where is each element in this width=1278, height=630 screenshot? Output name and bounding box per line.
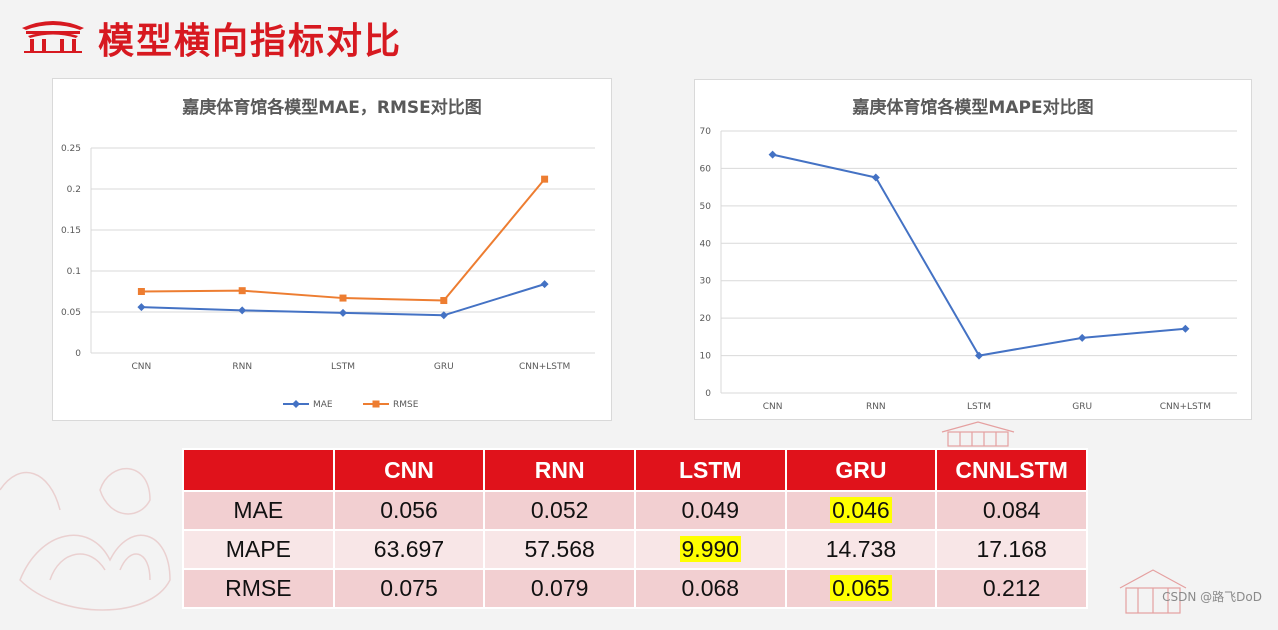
- data-point: [339, 294, 347, 302]
- x-tick-label: LSTM: [967, 402, 991, 412]
- building-decoration-icon: [941, 421, 1015, 447]
- chart-title: 嘉庚体育馆各模型MAE，RMSE对比图: [182, 98, 482, 118]
- y-tick-label: 0: [75, 349, 81, 359]
- table-row: MAE 0.056 0.052 0.049 0.046 0.084: [182, 490, 1088, 531]
- legend-marker: [372, 400, 380, 408]
- x-tick-label: CNN: [763, 402, 783, 412]
- pavilion-logo-icon: [22, 21, 84, 53]
- data-point: [871, 173, 880, 182]
- table-cell: 0.212: [935, 568, 1088, 609]
- table-cell: 57.568: [483, 529, 636, 570]
- x-tick-label: RNN: [232, 362, 252, 372]
- highlighted-value: 0.046: [830, 497, 892, 523]
- table-cell: 0.065: [784, 568, 938, 609]
- table-cell: 0.084: [935, 490, 1088, 531]
- y-tick-label: 0.25: [61, 144, 81, 154]
- data-point: [137, 303, 146, 312]
- table-cell: 17.168: [935, 529, 1088, 570]
- table-cell: 14.738: [784, 529, 938, 570]
- data-point: [1181, 324, 1190, 333]
- table-cell: 9.990: [633, 529, 787, 570]
- page-title: 模型横向指标对比: [98, 21, 403, 62]
- table-row: MAPE 63.697 57.568 9.990 14.738 17.168: [182, 529, 1088, 570]
- table-cell: 63.697: [332, 529, 486, 570]
- table-header-cell: [182, 448, 335, 492]
- y-tick-label: 50: [700, 202, 712, 212]
- data-point: [439, 311, 448, 320]
- table-cell: 0.046: [784, 490, 938, 531]
- series-line: [141, 178, 546, 302]
- x-tick-label: GRU: [434, 362, 454, 372]
- table-cell: 0.068: [633, 568, 787, 609]
- data-point: [137, 288, 145, 295]
- x-tick-label: CNN+LSTM: [1160, 402, 1211, 412]
- x-tick-label: CNN+LSTM: [519, 362, 570, 372]
- data-point: [238, 287, 246, 295]
- row-label: MAE: [182, 490, 335, 531]
- flower-decoration-icon: [0, 467, 171, 611]
- slide-header: 模型横向指标对比: [0, 0, 1278, 76]
- y-tick-label: 40: [700, 239, 712, 249]
- data-point: [540, 280, 549, 289]
- y-tick-label: 0.2: [67, 185, 81, 195]
- table-header-cell: RNN: [483, 448, 636, 492]
- legend-label: RMSE: [393, 400, 419, 410]
- y-tick-label: 0: [705, 389, 711, 399]
- mape-chart-panel: 嘉庚体育馆各模型MAPE对比图 0 10 20 30 40 50 60 70 CNN RNN LST…: [694, 79, 1252, 420]
- table-cell: 0.079: [483, 568, 636, 609]
- x-tick-label: LSTM: [331, 362, 355, 372]
- data-point: [541, 175, 549, 183]
- data-point: [440, 297, 448, 305]
- table-header-row: CNN RNN LSTM GRU CNNLSTM: [182, 448, 1088, 492]
- y-tick-label: 0.1: [67, 267, 81, 277]
- y-tick-label: 20: [700, 314, 712, 324]
- row-label: RMSE: [182, 568, 335, 609]
- y-tick-label: 60: [700, 164, 712, 174]
- mae-rmse-chart-panel: 嘉庚体育馆各模型MAE，RMSE对比图 0 0.05 0.1 0.15 0.2 0.25 C…: [52, 78, 612, 421]
- table-cell: 0.075: [332, 568, 486, 609]
- table-header-cell: GRU: [784, 448, 938, 492]
- series-line: [772, 153, 1186, 357]
- y-tick-label: 10: [700, 352, 712, 362]
- data-point: [238, 306, 247, 315]
- y-tick-label: 0.15: [61, 226, 81, 236]
- mape-line-chart: 0 10 20 30 40 50 60 70 CNN RNN LSTM GRU CNN+LSTM: [700, 127, 1237, 412]
- highlighted-value: 0.065: [830, 575, 892, 601]
- y-tick-label: 70: [700, 127, 712, 137]
- x-tick-label: GRU: [1072, 402, 1092, 412]
- data-point: [975, 351, 983, 360]
- watermark-text: CSDN @路飞DoD: [1162, 590, 1262, 604]
- data-point: [768, 150, 777, 159]
- table-row: RMSE 0.075 0.079 0.068 0.065 0.212: [182, 568, 1088, 609]
- table-header-cell: LSTM: [633, 448, 787, 492]
- x-tick-label: RNN: [866, 402, 886, 412]
- row-label: MAPE: [182, 529, 335, 570]
- mae-rmse-line-chart: 0 0.05 0.1 0.15 0.2 0.25 CNN RNN LSTM GRU CNN+LSTM…: [61, 144, 595, 410]
- table-cell: 0.049: [633, 490, 787, 531]
- highlighted-value: 9.990: [679, 536, 742, 562]
- metrics-table: CNN RNN LSTM GRU CNNLSTM MAE 0.056 0.052 0.…: [182, 448, 1088, 609]
- data-point: [1078, 333, 1087, 342]
- legend-marker: [292, 400, 300, 408]
- chart-title: 嘉庚体育馆各模型MAPE对比图: [852, 98, 1094, 118]
- legend-label: MAE: [313, 400, 333, 410]
- table-cell: 0.052: [483, 490, 636, 531]
- y-tick-label: 0.05: [61, 308, 81, 318]
- data-point: [339, 308, 347, 317]
- table-cell: 0.056: [332, 490, 486, 531]
- x-tick-label: CNN: [132, 362, 152, 372]
- table-header-cell: CNNLSTM: [935, 448, 1088, 492]
- table-header-cell: CNN: [332, 448, 486, 492]
- y-tick-label: 30: [700, 277, 712, 287]
